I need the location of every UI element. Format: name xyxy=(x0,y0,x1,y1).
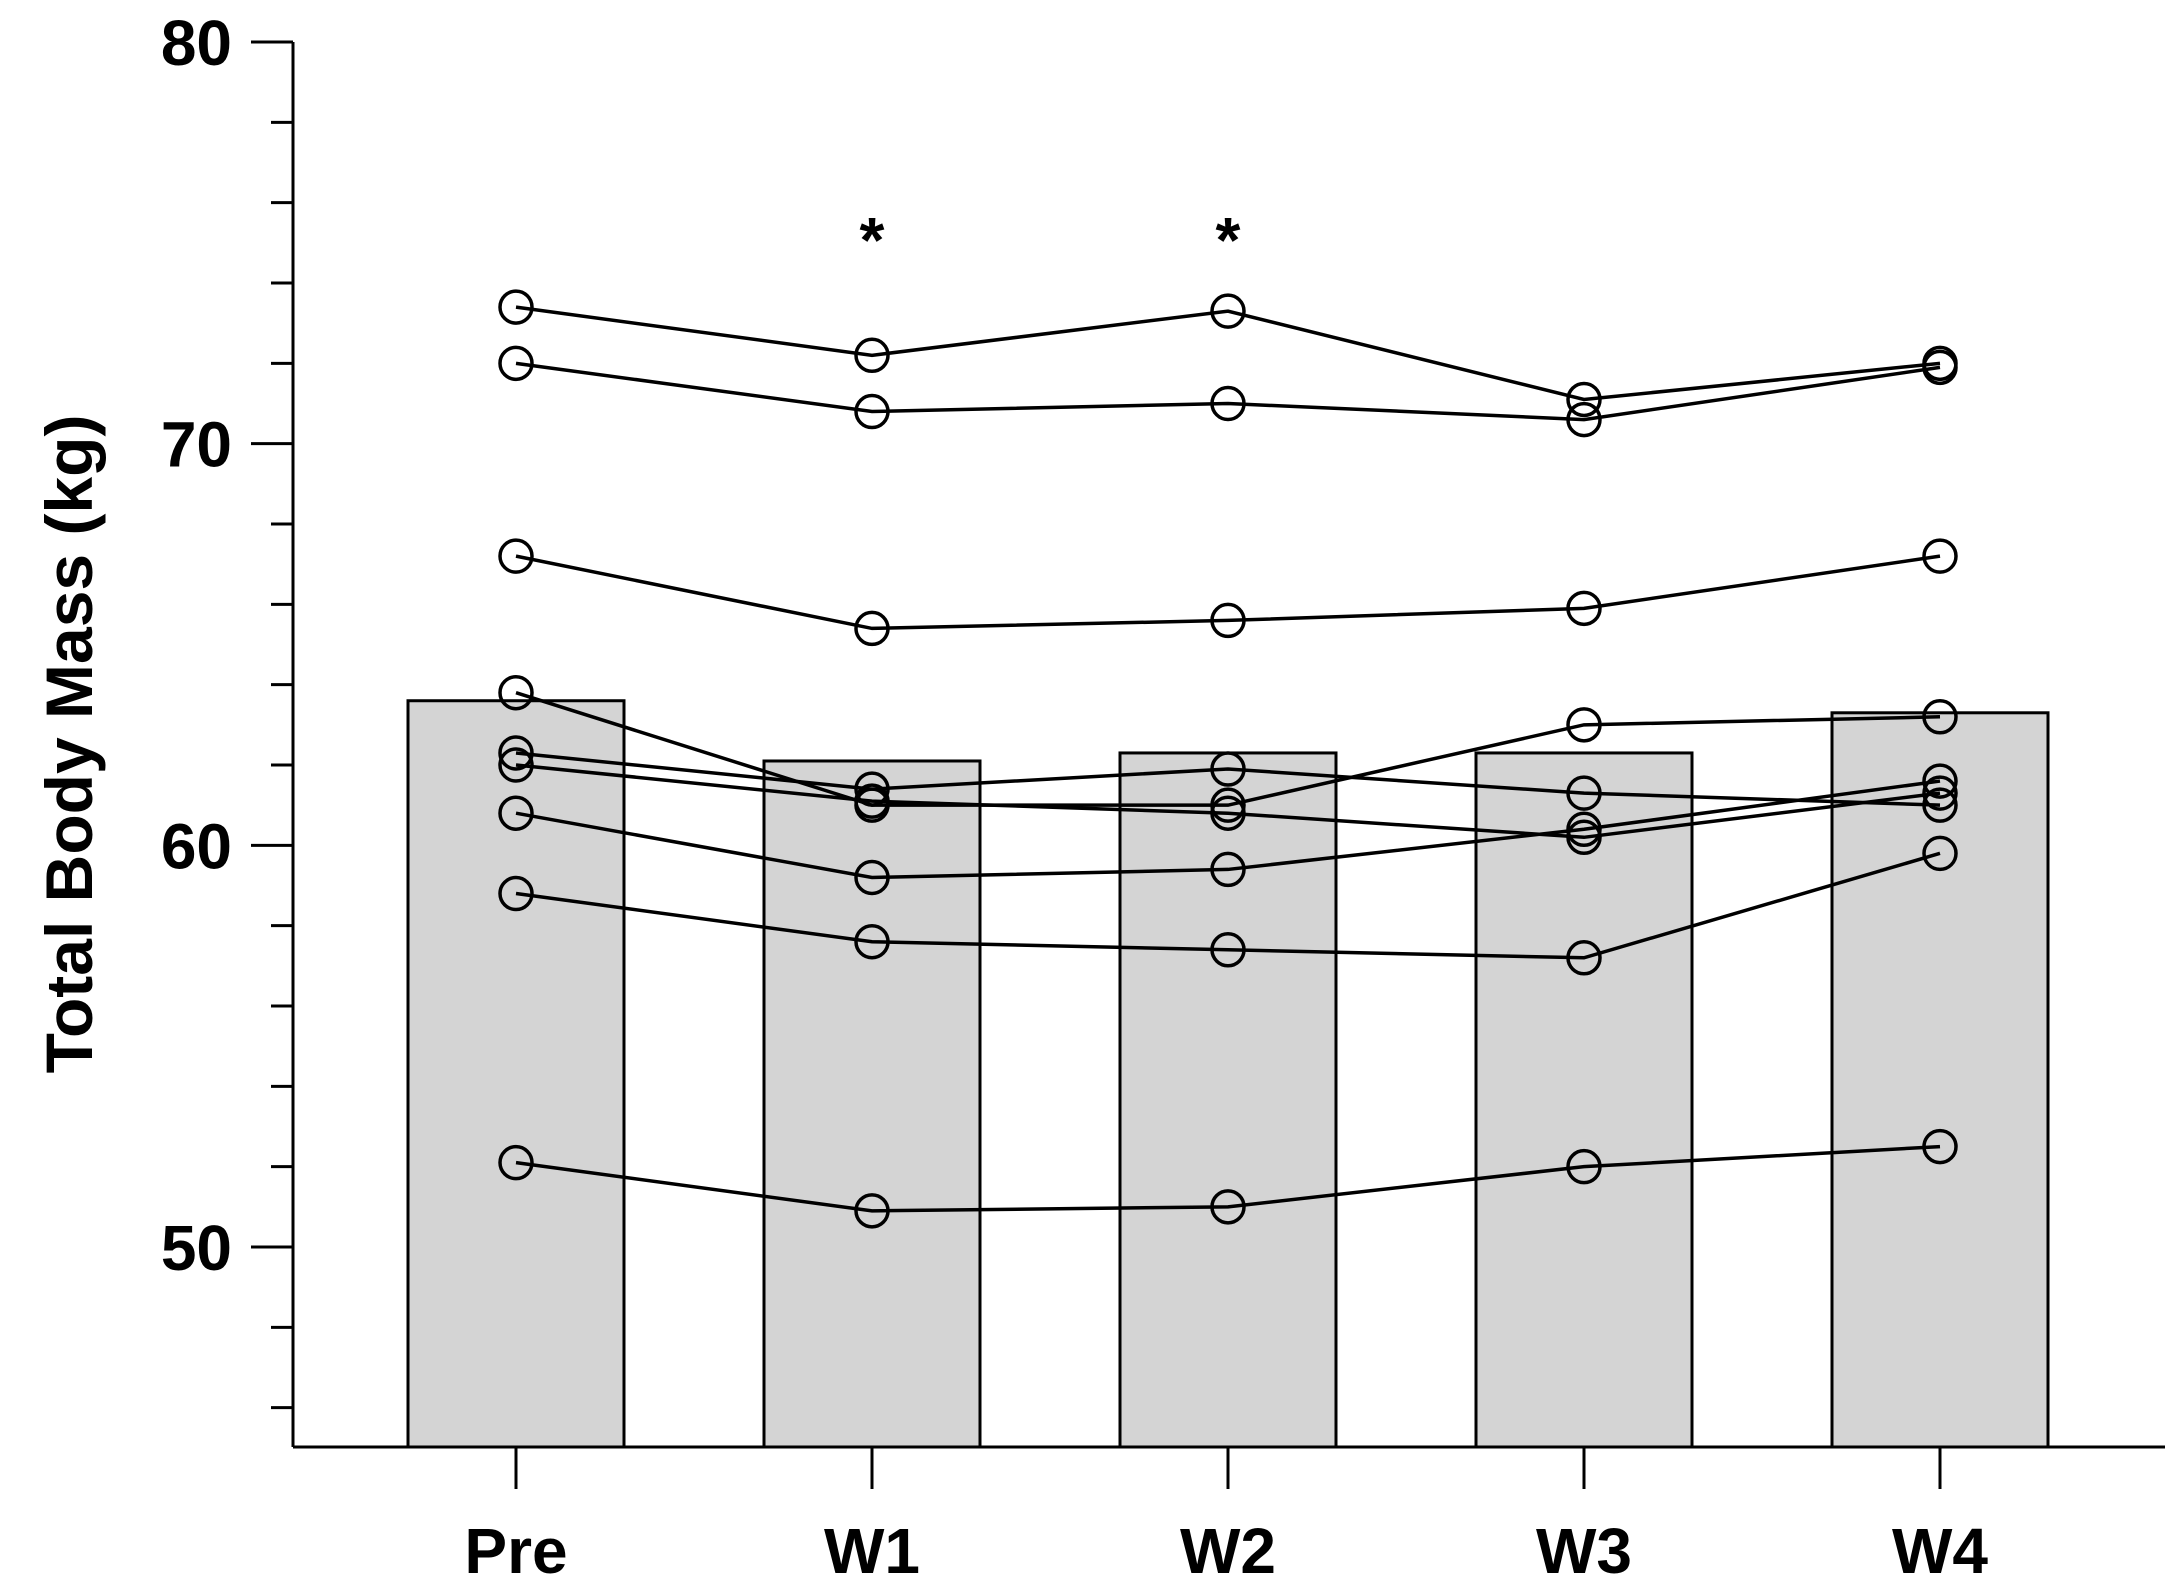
data-point xyxy=(1566,381,1602,418)
bar-w4 xyxy=(1830,711,2050,1449)
data-point xyxy=(498,289,534,325)
subject-lines xyxy=(515,305,1941,1213)
subject-line-9 xyxy=(515,1144,1941,1213)
data-point xyxy=(854,610,890,647)
y-tick-label: 50 xyxy=(161,1212,232,1284)
data-point xyxy=(1210,293,1246,329)
data-point xyxy=(1210,602,1246,639)
data-point xyxy=(498,345,534,382)
data-point xyxy=(1210,787,1246,823)
y-tick-label: 70 xyxy=(161,409,232,481)
data-point xyxy=(1210,851,1246,888)
data-point xyxy=(854,771,890,807)
data-point xyxy=(1210,751,1246,787)
data-point xyxy=(1210,385,1246,422)
data-point xyxy=(1922,538,1958,574)
data-point xyxy=(1566,940,1602,976)
x-tick-label-w3: W3 xyxy=(1536,1515,1632,1587)
data-point xyxy=(854,393,890,430)
data-point xyxy=(1566,401,1602,438)
data-point xyxy=(498,538,534,574)
data-point xyxy=(854,923,890,960)
data-point xyxy=(498,747,534,783)
subject-line-6 xyxy=(515,763,1941,840)
data-point xyxy=(1566,811,1602,848)
x-ticks: Pre W1 W2 W3 W4 xyxy=(464,1447,1988,1587)
data-point xyxy=(1922,835,1958,872)
bar-pre xyxy=(406,699,626,1449)
data-point xyxy=(1922,349,1958,386)
data-point xyxy=(1566,590,1602,627)
data-point xyxy=(498,875,534,912)
data-point xyxy=(1210,795,1246,831)
x-tick-label-w2: W2 xyxy=(1180,1515,1276,1587)
bar-w2 xyxy=(1118,751,1338,1449)
data-point xyxy=(854,337,890,374)
significance-markers: * * xyxy=(860,204,1241,276)
data-point xyxy=(854,783,890,819)
subject-points xyxy=(498,289,1958,1229)
x-tick-label-pre: Pre xyxy=(464,1515,567,1587)
data-point xyxy=(498,735,534,771)
data-point xyxy=(1922,699,1958,735)
y-tick-label: 80 xyxy=(161,7,232,79)
subject-line-8 xyxy=(515,851,1941,960)
data-point xyxy=(1210,1189,1246,1225)
data-point xyxy=(854,859,890,896)
data-point xyxy=(1922,775,1958,811)
subject-line-4 xyxy=(515,691,1941,807)
y-tick-label: 60 xyxy=(161,810,232,882)
x-tick-label-w1: W1 xyxy=(824,1515,920,1587)
data-point xyxy=(1922,787,1958,823)
data-point xyxy=(1922,763,1958,799)
x-tick-label-w4: W4 xyxy=(1892,1515,1988,1587)
data-point xyxy=(1210,932,1246,968)
bar-w3 xyxy=(1474,751,1694,1449)
data-point xyxy=(1922,1128,1958,1165)
data-point xyxy=(1566,707,1602,743)
subject-line-3 xyxy=(515,554,1941,631)
subject-line-1 xyxy=(515,305,1941,402)
data-point xyxy=(1566,775,1602,811)
y-ticks: 50 60 70 80 xyxy=(161,7,293,1410)
asterisk-w1: * xyxy=(860,204,885,276)
data-point xyxy=(854,1193,890,1229)
y-axis-label: Total Body Mass (kg) xyxy=(32,415,106,1074)
asterisk-w2: * xyxy=(1216,204,1241,276)
subject-line-7 xyxy=(515,779,1941,880)
data-point xyxy=(1566,819,1602,856)
subject-line-5 xyxy=(515,751,1941,807)
subject-line-2 xyxy=(515,361,1941,422)
data-point xyxy=(498,674,534,711)
data-point xyxy=(498,1144,534,1181)
data-point xyxy=(1566,1148,1602,1185)
data-point xyxy=(498,795,534,831)
